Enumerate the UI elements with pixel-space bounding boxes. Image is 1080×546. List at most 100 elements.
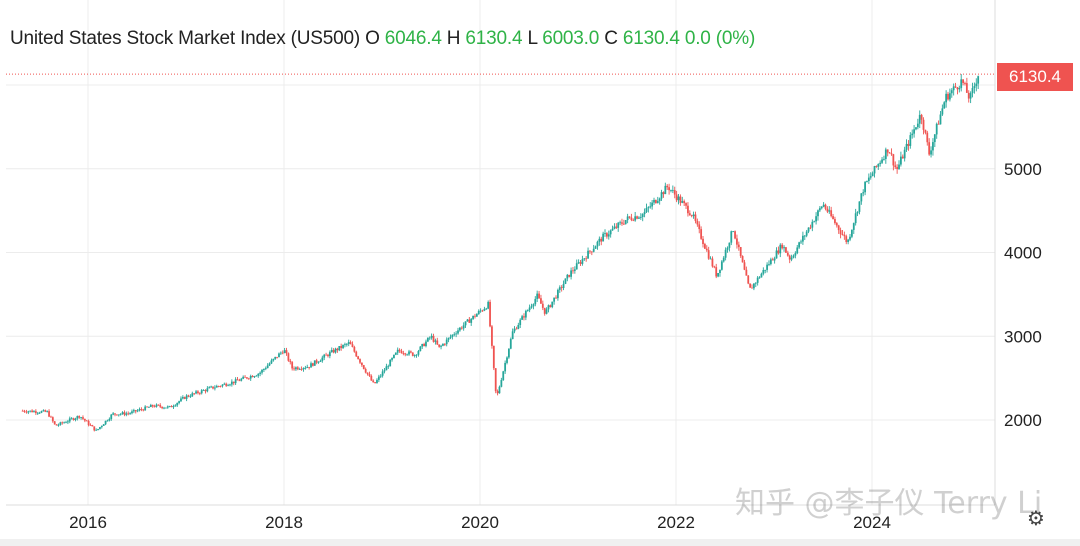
candle-body <box>579 262 582 264</box>
candles <box>21 74 980 432</box>
candle-body <box>683 201 686 204</box>
candle-body <box>964 83 966 84</box>
candle-body <box>80 417 82 418</box>
candle-body <box>38 412 41 414</box>
x-tick-label: 2020 <box>461 513 499 532</box>
candle-body <box>668 187 670 191</box>
candle-body <box>411 352 414 356</box>
candle-body <box>21 410 24 412</box>
candle-body <box>916 123 919 128</box>
candle-body <box>818 208 821 211</box>
candle-body <box>933 134 936 143</box>
candle-body <box>630 217 633 220</box>
candle-body <box>59 422 62 425</box>
x-tick-label: 2024 <box>853 513 891 532</box>
candle-body <box>221 384 224 387</box>
candle-body <box>852 223 855 230</box>
candle-body <box>121 412 124 414</box>
candle-body <box>711 258 714 267</box>
candle-body <box>845 236 848 242</box>
candle-body <box>634 216 637 221</box>
candle-body <box>500 380 503 387</box>
candle-body <box>850 229 853 237</box>
candle-body <box>700 229 703 239</box>
candle-body <box>278 353 280 358</box>
candle-body <box>285 350 288 354</box>
candle-body <box>803 235 806 237</box>
candle-body <box>129 413 131 414</box>
candle-body <box>709 258 712 260</box>
candle-body <box>647 207 650 209</box>
candle-body <box>423 343 425 347</box>
candle-body <box>436 340 439 345</box>
candle-body <box>786 252 789 256</box>
candle-body <box>457 330 459 334</box>
candle-body <box>268 363 271 366</box>
candle-body <box>881 159 883 163</box>
candle-body <box>213 387 216 389</box>
candle-body <box>930 150 932 155</box>
candle-body <box>204 390 207 392</box>
candle-body <box>494 368 497 392</box>
gear-icon[interactable]: ⚙ <box>1027 508 1045 530</box>
candle-body <box>291 362 294 369</box>
candle-body <box>257 373 260 376</box>
candle-body <box>255 375 258 377</box>
candle-body <box>46 411 49 412</box>
candle-body <box>922 119 925 130</box>
candle-body <box>474 315 476 317</box>
candle-body <box>85 420 88 422</box>
candle-body <box>176 402 179 406</box>
candle-body <box>536 293 539 299</box>
candle-body <box>325 354 327 356</box>
candle-body <box>747 275 750 284</box>
bottom-scrollbar[interactable] <box>0 539 1080 546</box>
candle-body <box>737 244 740 248</box>
candle-body <box>909 135 912 146</box>
candle-body <box>148 407 150 408</box>
candle-body <box>323 354 326 358</box>
candle-body <box>628 216 631 218</box>
candle-body <box>805 231 808 236</box>
candle-body <box>172 406 175 408</box>
candle-body <box>430 335 433 338</box>
candle-body <box>313 360 316 366</box>
candle-body <box>566 274 569 279</box>
candle-body <box>549 305 552 308</box>
candle-body <box>965 83 968 93</box>
candle-body <box>274 356 277 359</box>
candle-body <box>641 214 644 217</box>
candle-body <box>89 425 92 426</box>
candle-body <box>370 375 373 381</box>
candle-body <box>249 375 252 379</box>
y-tick-label: 3000 <box>1004 327 1042 346</box>
candle-body <box>898 164 900 170</box>
candle-body <box>68 418 71 422</box>
candle-body <box>677 196 680 201</box>
candle-body <box>766 264 768 270</box>
candle-body <box>468 319 471 323</box>
candle-body <box>543 307 546 314</box>
candle-body <box>643 211 646 215</box>
candle-body <box>660 192 663 199</box>
candle-body <box>572 270 574 272</box>
candle-body <box>698 224 701 230</box>
candle-body <box>941 108 944 115</box>
candle-body <box>935 123 938 135</box>
candle-body <box>843 234 846 237</box>
candle-body <box>61 422 64 424</box>
candle-body <box>583 258 586 260</box>
candle-body <box>236 379 239 381</box>
candle-body <box>389 359 392 367</box>
candle-body <box>828 210 831 212</box>
candle-body <box>883 158 885 160</box>
candle-body <box>191 393 194 397</box>
candle-body <box>517 324 520 329</box>
candle-body <box>926 132 929 143</box>
candle-body <box>472 315 474 319</box>
candle-body <box>962 79 964 84</box>
candle-body <box>752 283 755 289</box>
candle-body <box>639 216 642 218</box>
candle-body <box>345 343 348 345</box>
